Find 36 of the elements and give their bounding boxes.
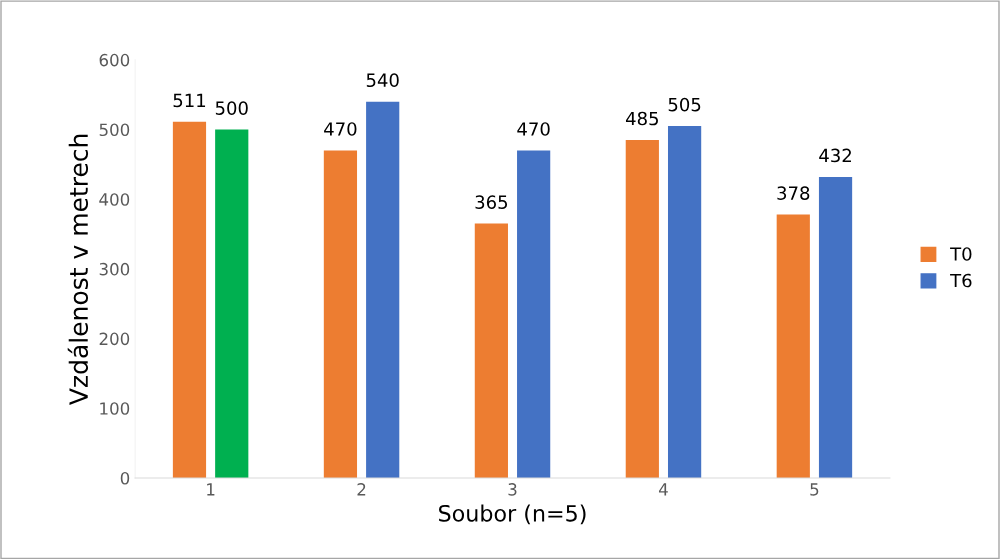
y-tick-label: 300	[99, 262, 130, 276]
bar	[517, 150, 551, 478]
legend-label: T0	[950, 247, 972, 261]
data-label: 485	[625, 111, 658, 126]
x-axis-title: Soubor (n=5)	[439, 504, 586, 525]
bar	[474, 223, 508, 478]
bar	[215, 129, 249, 478]
data-label: 500	[215, 101, 248, 115]
y-tick-label: 200	[99, 332, 130, 346]
bar	[776, 214, 810, 478]
bar	[667, 126, 702, 478]
data-label: 432	[819, 148, 851, 163]
data-label: 365	[475, 195, 508, 209]
x-tick-label: 4	[658, 483, 668, 496]
bar	[172, 121, 207, 478]
y-tick-label: 0	[120, 471, 130, 485]
data-label: 470	[517, 122, 550, 136]
x-tick-label: 5	[810, 483, 819, 496]
y-tick-label: 600	[99, 53, 130, 67]
x-tick-label: 3	[508, 483, 517, 496]
data-label: 505	[668, 97, 701, 112]
data-label: 378	[777, 186, 810, 200]
y-axis-title: Vzdálenost v metrech	[67, 134, 89, 405]
bar	[366, 101, 400, 478]
bar	[818, 176, 853, 478]
x-tick-label: 1	[207, 483, 215, 496]
bar	[625, 139, 659, 478]
data-label: 470	[324, 122, 357, 136]
legend-label: T6	[950, 273, 972, 288]
y-tick-label: 400	[99, 193, 130, 206]
x-tick-label: 2	[357, 483, 366, 496]
y-tick-label: 500	[99, 123, 130, 137]
bar	[323, 150, 358, 478]
data-label: 540	[366, 73, 399, 88]
data-label: 511	[173, 93, 206, 108]
y-tick-label: 100	[100, 402, 130, 415]
